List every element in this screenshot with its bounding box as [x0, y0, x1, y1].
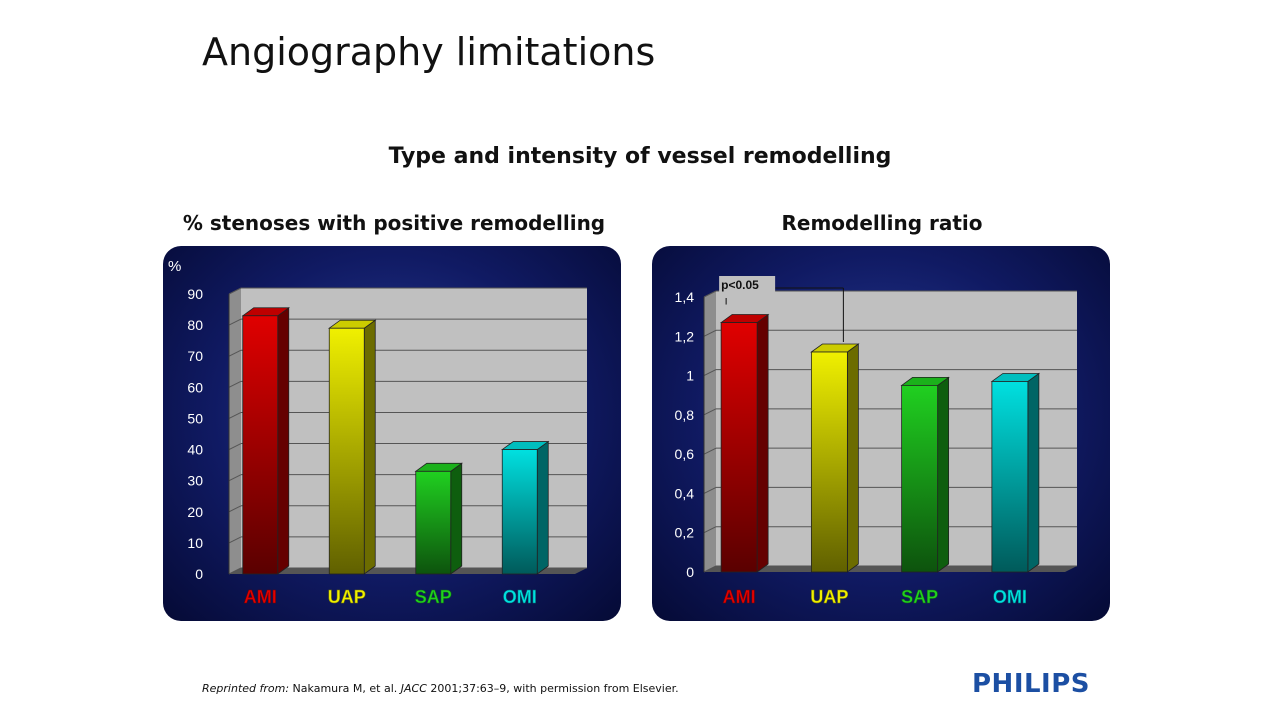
gridline-side: [228, 505, 242, 513]
category-label-sap: SAP: [901, 587, 938, 607]
gridline-side: [703, 408, 717, 416]
category-label-omi: OMI: [993, 587, 1027, 607]
y-tick-label: 0: [195, 566, 203, 582]
slide-title: Angiography limitations: [202, 30, 656, 74]
bar-sap: [415, 470, 452, 575]
y-tick-label: 20: [187, 504, 203, 520]
plot-floor: [229, 568, 587, 574]
bar-omi: [501, 449, 538, 575]
bar-chart-remodelling-ratio: 0 0,2 0,4 0,6 0,8 1 1,2 1,4 AMI UAP SAP OMI p<0.05: [675, 276, 1077, 607]
plot-floor: [704, 566, 1077, 572]
y-tick-label: 90: [187, 286, 203, 302]
bar-side-omi: [1027, 372, 1040, 573]
y-tick-label: 50: [187, 410, 203, 426]
gridline-side: [228, 380, 242, 388]
chart-title-positive-remodelling: % stenoses with positive remodelling: [182, 211, 606, 235]
bar-ami: [720, 322, 758, 573]
citation-prefix: Reprinted from:: [202, 682, 290, 695]
y-tick-label: 1,4: [675, 289, 695, 305]
category-label-sap: SAP: [415, 587, 452, 607]
bar-side-uap: [363, 319, 376, 575]
y-tick-label: 0: [686, 564, 694, 580]
y-tick-label: 80: [187, 317, 203, 333]
gridline-side: [703, 565, 717, 573]
bar-omi: [991, 381, 1029, 573]
bar-uap: [328, 327, 365, 575]
bar-side-omi: [536, 440, 549, 575]
chart-panel-positive-remodelling: 0 10 20 30 40 50 60 70 80 90% AMI UAP SAP OMI: [163, 246, 621, 621]
gridline-side: [228, 287, 242, 295]
y-tick-label: 60: [187, 379, 203, 395]
y-tick-label: 0,2: [675, 525, 695, 541]
bar-side-ami: [277, 306, 290, 575]
y-tick-label: 1,2: [675, 328, 695, 344]
plot-side-wall: [229, 288, 241, 574]
gridline-side: [228, 443, 242, 451]
citation-authors: Nakamura M, et al.: [289, 682, 401, 695]
gridline-side: [703, 526, 717, 534]
category-label-ami: AMI: [723, 587, 756, 607]
gridline-side: [228, 318, 242, 326]
y-tick-label: 0,4: [675, 485, 695, 501]
annotation-label-bg: [719, 276, 776, 292]
bar-ami: [242, 315, 279, 575]
gridline-side: [703, 329, 717, 337]
gridline-side: [228, 474, 242, 482]
gridline-side: [228, 411, 242, 419]
philips-logo: PHILIPS: [972, 669, 1091, 699]
citation-footer: Reprinted from: Nakamura M, et al. JACC …: [202, 682, 679, 695]
y-tick-label: 70: [187, 348, 203, 364]
gridline-side: [703, 290, 717, 298]
category-label-omi: OMI: [503, 587, 537, 607]
category-label-uap: UAP: [328, 587, 366, 607]
plot-side-wall: [704, 291, 716, 572]
gridline-side: [228, 536, 242, 544]
bar-side-sap: [450, 462, 463, 575]
y-tick-label: 40: [187, 442, 203, 458]
citation-details: 2001;37:63–9, with permission from Elsev…: [426, 682, 679, 695]
bar-side-ami: [756, 313, 769, 573]
gridline-side: [228, 349, 242, 357]
y-tick-label: 10: [187, 535, 203, 551]
chart-title-remodelling-ratio: Remodelling ratio: [781, 211, 983, 235]
gridline-side: [703, 486, 717, 494]
bar-side-uap: [846, 343, 859, 573]
category-label-ami: AMI: [244, 587, 277, 607]
slide-subtitle: Type and intensity of vessel remodelling: [388, 144, 892, 169]
gridline-side: [703, 447, 717, 455]
chart-panel-remodelling-ratio: 0 0,2 0,4 0,6 0,8 1 1,2 1,4 AMI UAP SAP OMI p<0.05: [652, 246, 1110, 621]
gridline-side: [228, 567, 242, 575]
gridline-side: [703, 369, 717, 377]
bar-sap: [901, 384, 939, 573]
y-tick-label: 1: [686, 368, 694, 384]
citation-journal: JACC: [400, 682, 427, 695]
y-tick-label: 30: [187, 473, 203, 489]
category-label-uap: UAP: [810, 587, 848, 607]
bar-chart-positive-remodelling: 0 10 20 30 40 50 60 70 80 90% AMI UAP SAP OMI: [168, 258, 587, 607]
y-tick-label: 0,8: [675, 407, 695, 423]
bar-side-sap: [937, 376, 950, 573]
bar-uap: [810, 351, 848, 573]
y-tick-label: 0,6: [675, 446, 695, 462]
y-axis-label: %: [168, 258, 181, 275]
annotation-p-value: p<0.05: [721, 278, 759, 292]
